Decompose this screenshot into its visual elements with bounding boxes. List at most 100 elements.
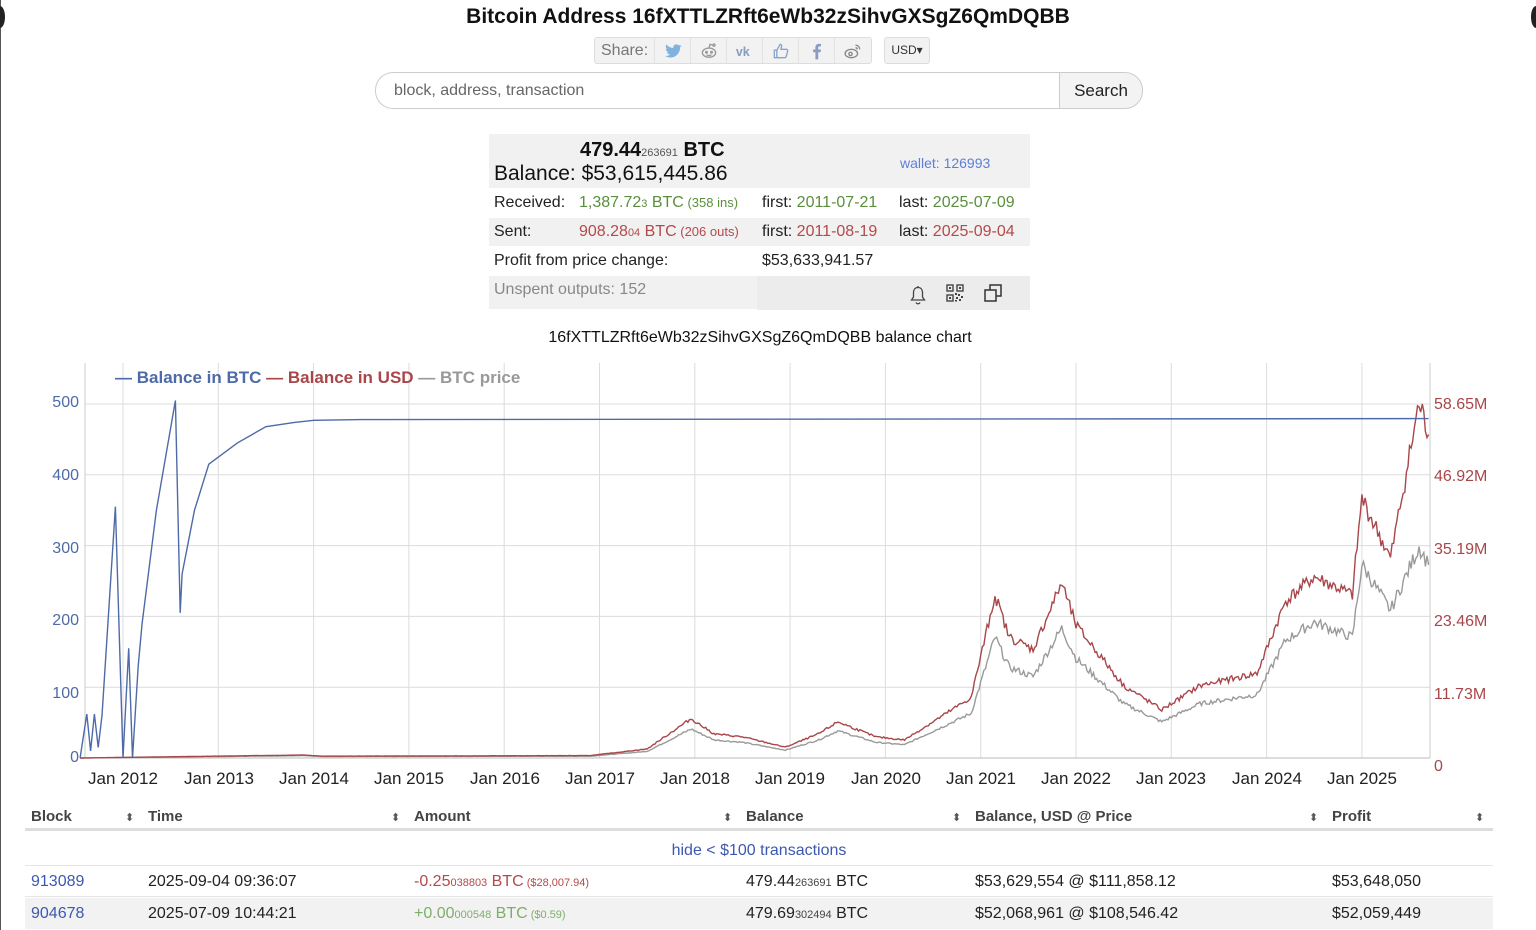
- sort-icon[interactable]: ⬍: [723, 812, 733, 824]
- received-first-date: 2011-07-21: [796, 194, 878, 211]
- col-balance-usd[interactable]: Balance, USD @ Price: [975, 808, 1133, 825]
- balance-label: Balance:: [494, 162, 576, 185]
- facebook-icon: [812, 43, 821, 59]
- legend-btc-label: Balance in BTC: [136, 368, 262, 387]
- col-time[interactable]: Time: [148, 808, 183, 825]
- received-small: 3: [641, 198, 648, 210]
- x-tick: Jan 2023: [1136, 769, 1206, 788]
- y-left-tick: 300: [52, 540, 79, 557]
- received-last-date: 2025-07-09: [932, 194, 1015, 211]
- legend-btc-price[interactable]: — BTC price: [418, 368, 521, 387]
- window-corner-left: [0, 6, 5, 28]
- window-edge: [0, 0, 1, 930]
- sort-icon[interactable]: ⬍: [952, 812, 962, 824]
- x-tick: Jan 2018: [660, 769, 730, 788]
- sent-first-label: first:: [762, 223, 793, 240]
- weibo-icon: [844, 44, 861, 58]
- profit-label: Profit from price change:: [494, 252, 669, 269]
- like-icon: [773, 43, 789, 58]
- y-left-tick: 0: [70, 749, 79, 766]
- sent-row: Sent: 908.2804 BTC (206 outs) first: 201…: [489, 218, 1030, 247]
- x-tick: Jan 2013: [184, 769, 254, 788]
- tx-profit: $52,059,449: [1332, 905, 1421, 922]
- sent-last-date: 2025-09-04: [932, 223, 1015, 240]
- tx-time: 2025-07-09 10:44:21: [148, 905, 297, 922]
- balance-usd-value: $53,615,445.86: [581, 162, 728, 185]
- tx-profit: $53,648,050: [1332, 873, 1421, 890]
- like-share-button[interactable]: [763, 38, 800, 63]
- sort-icon[interactable]: ⬍: [391, 812, 401, 824]
- balance-btc-main: 479.44: [580, 139, 642, 161]
- block-link[interactable]: 904678: [31, 905, 85, 922]
- col-amount[interactable]: Amount: [414, 808, 471, 825]
- received-last-label: last:: [899, 194, 929, 211]
- tx-time: 2025-09-04 09:36:07: [148, 873, 297, 890]
- svg-text:vk: vk: [735, 45, 749, 59]
- amount-main: -0.25: [414, 873, 451, 890]
- vk-share-button[interactable]: vk: [727, 38, 764, 63]
- tx-balance: 479.69302494 BTC: [746, 898, 868, 930]
- share-bar: Share: vk: [594, 37, 873, 64]
- x-tick: Jan 2015: [374, 769, 444, 788]
- tx-amount: -0.25038803 BTC ($28,007.94): [414, 866, 589, 899]
- block-link[interactable]: 913089: [31, 873, 85, 890]
- table-header: Block ⬍ Time ⬍ Amount ⬍ Balance ⬍ Balanc…: [25, 804, 1493, 831]
- sort-icon[interactable]: ⬍: [1475, 812, 1485, 824]
- y-right-tick: 35.19M: [1434, 541, 1488, 558]
- balance-small: 302494: [794, 909, 832, 921]
- bell-icon: [910, 286, 926, 305]
- sort-icon[interactable]: ⬍: [1309, 812, 1319, 824]
- x-tick: Jan 2012: [88, 769, 158, 788]
- balance-chart: — Balance in BTC — Balance in USD — BTC …: [20, 355, 1536, 795]
- received-amount: 1,387.723 BTC (358 ins): [579, 194, 738, 212]
- received-count: (358 ins): [683, 195, 739, 210]
- x-tick: Jan 2020: [851, 769, 921, 788]
- col-balance[interactable]: Balance: [746, 808, 804, 825]
- hide-small-transactions-link[interactable]: hide < $100 transactions: [671, 842, 847, 859]
- legend-balance-usd[interactable]: — Balance in USD: [266, 368, 414, 387]
- sent-first-date: 2011-08-19: [796, 223, 878, 240]
- unspent-row: Unspent outputs: 152: [489, 276, 1030, 310]
- amount-unit: BTC: [491, 905, 528, 922]
- sent-last: last: 2025-09-04: [899, 223, 1015, 241]
- copy-button[interactable]: [982, 282, 1004, 304]
- col-block[interactable]: Block: [31, 808, 72, 825]
- received-first: first: 2011-07-21: [762, 194, 877, 212]
- tx-amount: +0.00000548 BTC ($0.59): [414, 898, 566, 930]
- filter-row: hide < $100 transactions: [25, 838, 1493, 866]
- y-right-tick: 46.92M: [1434, 468, 1488, 485]
- received-main: 1,387.72: [579, 194, 642, 211]
- legend-price-label: BTC price: [440, 368, 521, 387]
- y-right-tick: 0: [1434, 758, 1443, 775]
- balance-unit: BTC: [831, 905, 869, 922]
- balance-main: 479.69: [746, 905, 795, 922]
- facebook-share-button[interactable]: [799, 38, 836, 63]
- sent-last-label: last:: [899, 223, 929, 240]
- sent-small: 04: [627, 227, 641, 239]
- weibo-share-button[interactable]: [835, 38, 871, 63]
- y-right-tick: 58.65M: [1434, 396, 1488, 413]
- received-last: last: 2025-07-09: [899, 194, 1015, 212]
- currency-select[interactable]: USD▾: [884, 37, 930, 64]
- sent-amount: 908.2804 BTC (206 outs): [579, 223, 739, 241]
- qr-code-button[interactable]: [944, 282, 966, 304]
- chart-plot-area[interactable]: [20, 355, 1536, 795]
- search-input[interactable]: [375, 72, 1059, 109]
- y-left-tick: 100: [52, 685, 79, 702]
- chart-title: 16fXTTLZRft6eWb32zSihvGXSgZ6QmDQBB balan…: [548, 329, 972, 346]
- col-profit[interactable]: Profit: [1332, 808, 1372, 825]
- tx-balance-usd: $53,629,554 @ $111,858.12: [975, 873, 1176, 890]
- amount-unit: BTC: [487, 873, 524, 890]
- address-summary: 479.44263691 BTC Balance: $53,615,445.86…: [489, 134, 1030, 310]
- legend-balance-btc[interactable]: — Balance in BTC: [115, 368, 262, 387]
- amount-main: +0.00: [414, 905, 455, 922]
- x-tick: Jan 2022: [1041, 769, 1111, 788]
- amount-usd: ($28,007.94): [523, 877, 590, 889]
- reddit-share-button[interactable]: [691, 38, 728, 63]
- wallet-link[interactable]: wallet: 126993: [900, 155, 991, 171]
- sort-icon[interactable]: ⬍: [125, 812, 135, 824]
- alert-button[interactable]: [907, 284, 929, 306]
- search-button[interactable]: Search: [1059, 72, 1143, 109]
- twitter-share-button[interactable]: [655, 38, 692, 63]
- table-row: 913089 2025-09-04 09:36:07 -0.25038803 B…: [25, 866, 1493, 897]
